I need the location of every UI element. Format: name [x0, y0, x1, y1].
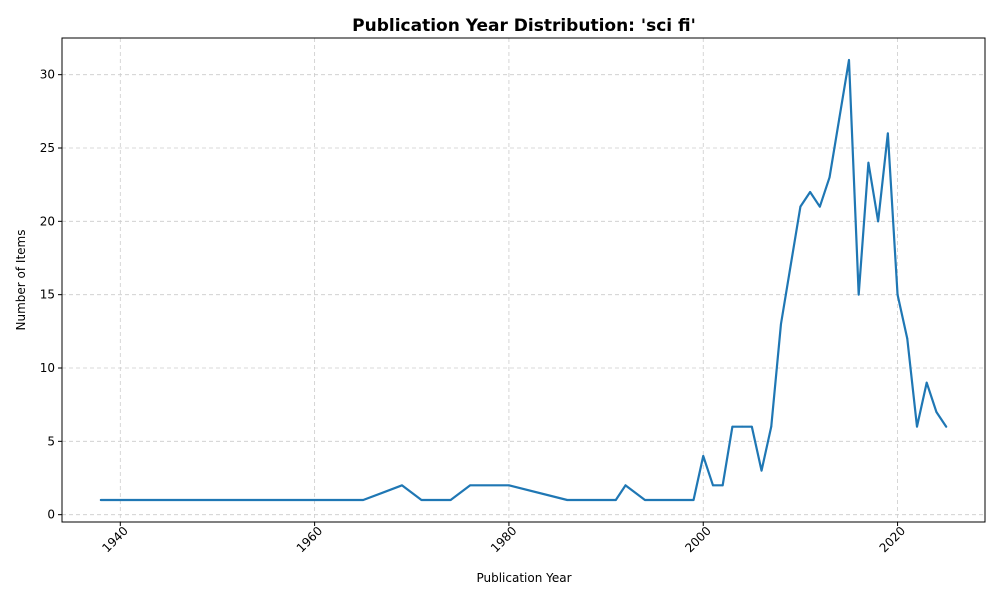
y-tick-label: 25	[40, 141, 55, 155]
x-tick-label: 1980	[488, 524, 519, 555]
data-point	[916, 425, 918, 428]
data-point	[644, 499, 646, 501]
y-tick-label: 15	[40, 288, 55, 302]
data-point	[731, 425, 734, 428]
data-point	[809, 191, 812, 193]
data-point	[702, 455, 705, 457]
y-tick-label: 10	[40, 361, 55, 375]
data-point	[469, 484, 471, 487]
x-tick-label: 2020	[877, 524, 908, 555]
plot-frame	[61, 37, 986, 523]
data-point	[935, 411, 938, 413]
data-point	[712, 484, 714, 487]
x-tick-label: 1940	[99, 524, 130, 555]
grid	[62, 38, 985, 522]
data-point	[692, 499, 695, 501]
data-point	[566, 499, 569, 501]
x-tick-label: 1960	[294, 524, 325, 555]
data-point	[789, 264, 792, 267]
data-point	[896, 293, 899, 296]
data-point	[828, 176, 831, 179]
y-tick-label: 30	[40, 68, 55, 82]
data-point	[614, 499, 617, 501]
data-point	[401, 484, 403, 487]
data-point	[886, 132, 889, 135]
data-point	[449, 499, 452, 501]
data-point	[770, 425, 773, 428]
chart-title: Publication Year Distribution: 'sci fi'	[352, 16, 696, 36]
y-axis-ticks: 0 5 10 15 20 25 30	[40, 68, 62, 522]
data-point	[925, 381, 928, 384]
data-point	[857, 293, 860, 296]
data-point	[906, 337, 909, 340]
data-point	[750, 425, 753, 428]
y-axis-title: Number of Items	[14, 230, 28, 331]
series-layer	[99, 58, 948, 502]
data-point	[799, 205, 802, 208]
data-point	[362, 499, 365, 501]
data-point	[818, 205, 821, 208]
x-axis-title: Publication Year	[476, 571, 571, 585]
y-tick-label: 5	[47, 434, 55, 448]
data-point	[760, 469, 763, 472]
data-point	[848, 59, 850, 61]
x-axis-ticks: 1940 1960 1980 2000 2020	[99, 522, 908, 555]
x-tick-label: 2000	[682, 524, 713, 555]
y-tick-label: 0	[47, 508, 55, 522]
data-point	[624, 484, 627, 487]
data-point	[838, 117, 841, 120]
data-point	[508, 484, 510, 487]
y-tick-label: 20	[40, 214, 55, 228]
data-point	[99, 499, 102, 501]
series-line	[99, 58, 948, 502]
data-point	[780, 323, 782, 325]
data-point	[877, 220, 880, 223]
data-point	[945, 425, 948, 428]
data-point	[867, 161, 870, 164]
data-point	[721, 484, 724, 487]
data-point	[741, 425, 744, 428]
data-point	[420, 499, 423, 501]
